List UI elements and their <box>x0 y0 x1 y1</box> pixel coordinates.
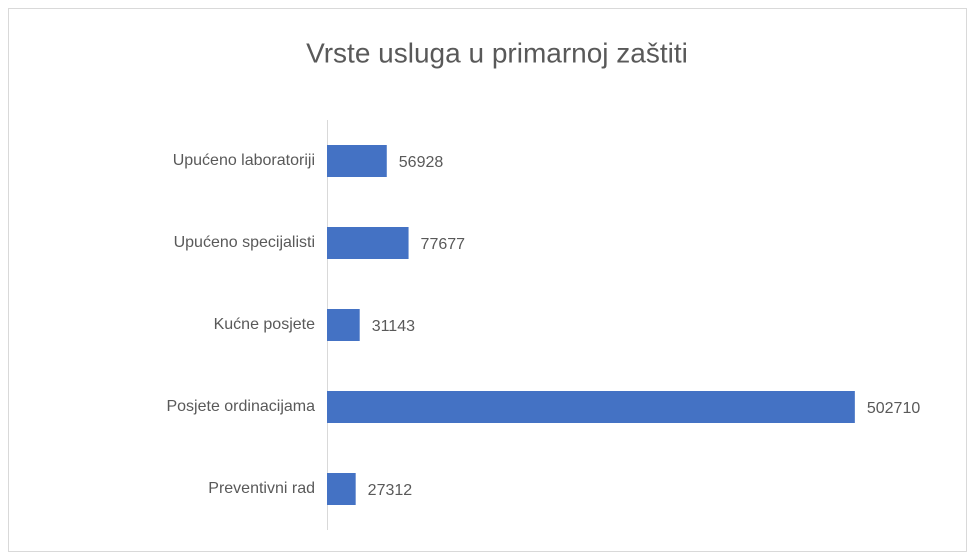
value-label: 27312 <box>368 482 413 499</box>
category-label: Upućeno specijalisti <box>174 234 315 251</box>
bar <box>327 227 409 259</box>
category-label: Preventivni rad <box>208 480 315 497</box>
value-label: 31143 <box>372 318 415 335</box>
chart-title: Vrste usluga u primarnoj zaštiti <box>306 37 688 68</box>
bar <box>327 473 356 505</box>
bar <box>327 309 360 341</box>
value-label: 56928 <box>399 154 444 171</box>
value-label: 502710 <box>867 400 920 417</box>
category-label: Upućeno laboratoriji <box>173 152 315 169</box>
bar <box>327 145 387 177</box>
value-label: 77677 <box>421 236 466 253</box>
category-label: Posjete ordinacijama <box>166 398 315 415</box>
category-label: Kućne posjete <box>214 316 316 333</box>
bar <box>327 391 855 423</box>
chart-border <box>8 8 967 552</box>
